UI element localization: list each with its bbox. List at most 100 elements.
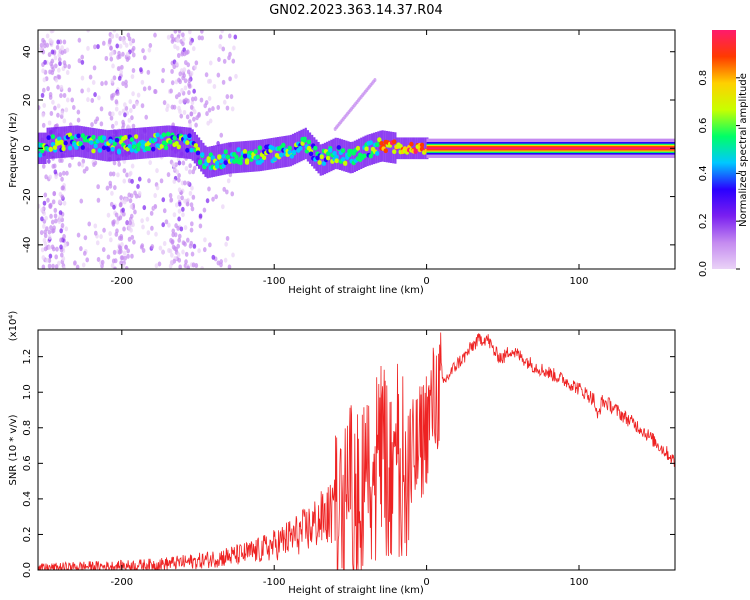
heatmap-speckle [56,39,60,45]
heatmap-speckle [54,77,59,83]
heatmap-speckle [136,183,140,189]
heatmap-speckle [53,105,57,111]
heatmap-speckle [129,213,134,219]
heatmap-speckle [191,262,196,268]
heatmap-speckle [174,202,179,208]
heatmap-speckle [62,39,67,45]
heatmap-speckle [73,260,77,266]
heatmap-speckle [111,221,116,227]
heatmap-speckle [58,157,62,163]
heatmap-speckle [57,219,62,225]
heatmap-band-blob [195,150,201,156]
heatmap-speckle [190,221,194,227]
heatmap-band-blob [321,161,327,166]
heatmap-speckle [115,43,120,49]
heatmap-band-blob [46,135,51,141]
heatmap-speckle [190,251,195,257]
heatmap-speckle [130,253,134,259]
heatmap-speckle [53,63,58,69]
heatmap-band-blob [219,158,224,164]
figure-title: GN02.2023.363.14.37.R04 [269,3,443,18]
heatmap-speckle [176,225,180,231]
heatmap-speckle [161,249,165,255]
heatmap-speckle [219,259,224,265]
heatmap-speckle [65,170,69,176]
heatmap-speckle [99,106,104,112]
heatmap-speckle [124,83,128,89]
heatmap-speckle [122,226,126,232]
heatmap-speckle [140,243,145,249]
heatmap-speckle [104,55,109,61]
heatmap-speckle [159,178,164,184]
heatmap-speckle [207,107,212,113]
heatmap-band-cell [274,137,278,169]
heatmap-band-blob [242,149,248,154]
heatmap-speckle [109,115,114,121]
heatmap-speckle [175,45,180,51]
heatmap-speckle [155,168,159,174]
heatmap-speckle [60,110,65,116]
heatmap-speckle [142,86,147,92]
heatmap-band-blob [368,140,374,146]
heatmap-band-blob [74,145,79,150]
heatmap-speckle [190,185,194,191]
heatmap-speckle [57,52,62,58]
heatmap-speckle [51,163,56,169]
snr-xtick-label: -200 [110,577,133,588]
heatmap-speckle [182,98,186,104]
heatmap-speckle [47,120,52,126]
heatmap-speckle [194,122,198,128]
heatmap-band-blob [161,132,167,138]
heatmap-speckle [192,109,197,115]
heatmap-band-blob [185,147,190,153]
heatmap-band-blob [217,155,222,160]
heatmap-speckle [47,52,52,58]
heatmap-speckle [45,226,49,232]
heatmap-speckle [81,158,86,164]
heatmap-speckle [200,266,204,269]
heatmap-band-blob [153,137,158,143]
heatmap-band-cell [119,129,122,161]
heatmap-speckle [172,212,177,218]
heatmap-speckle [184,259,188,265]
spectrogram-ytick-label: 40 [22,45,33,58]
heatmap-band-blob [114,137,120,143]
heatmap-speckle [202,207,207,213]
heatmap-band-blob [106,147,111,152]
heatmap-speckle [48,92,53,98]
heatmap-speckle [232,45,236,51]
heatmap-band-blob [110,146,115,152]
heatmap-speckle [117,50,121,56]
heatmap-speckle [80,162,85,168]
heatmap-speckle [67,162,72,168]
heatmap-speckle [113,185,117,191]
heatmap-speckle [62,118,67,124]
colorbar-tick-label: 0.6 [698,118,709,134]
heatmap-band-blob [48,146,54,152]
heatmap-band-blob [129,147,135,153]
heatmap-speckle [222,186,227,192]
heatmap-band-cell [159,125,162,158]
heatmap-speckle [125,220,129,226]
heatmap-speckle [193,64,198,70]
heatmap-speckle [216,72,221,78]
heatmap-speckle [208,242,212,248]
heatmap-speckle [169,88,173,94]
heatmap-speckle [211,254,216,260]
snr-ytick-label: 1.0 [22,384,33,400]
heatmap-speckle [177,216,181,222]
heatmap-speckle [111,63,115,69]
heatmap-speckle [179,113,184,119]
heatmap-speckle [63,242,68,248]
heatmap-speckle [124,42,129,48]
heatmap-speckle [110,33,115,39]
heatmap-speckle [49,225,53,231]
heatmap-speckle [181,36,186,42]
heatmap-speckle [197,248,201,254]
snr-xtick-label: -100 [263,577,286,588]
heatmap-speckle [83,235,88,241]
colorbar-gradient [712,30,736,269]
